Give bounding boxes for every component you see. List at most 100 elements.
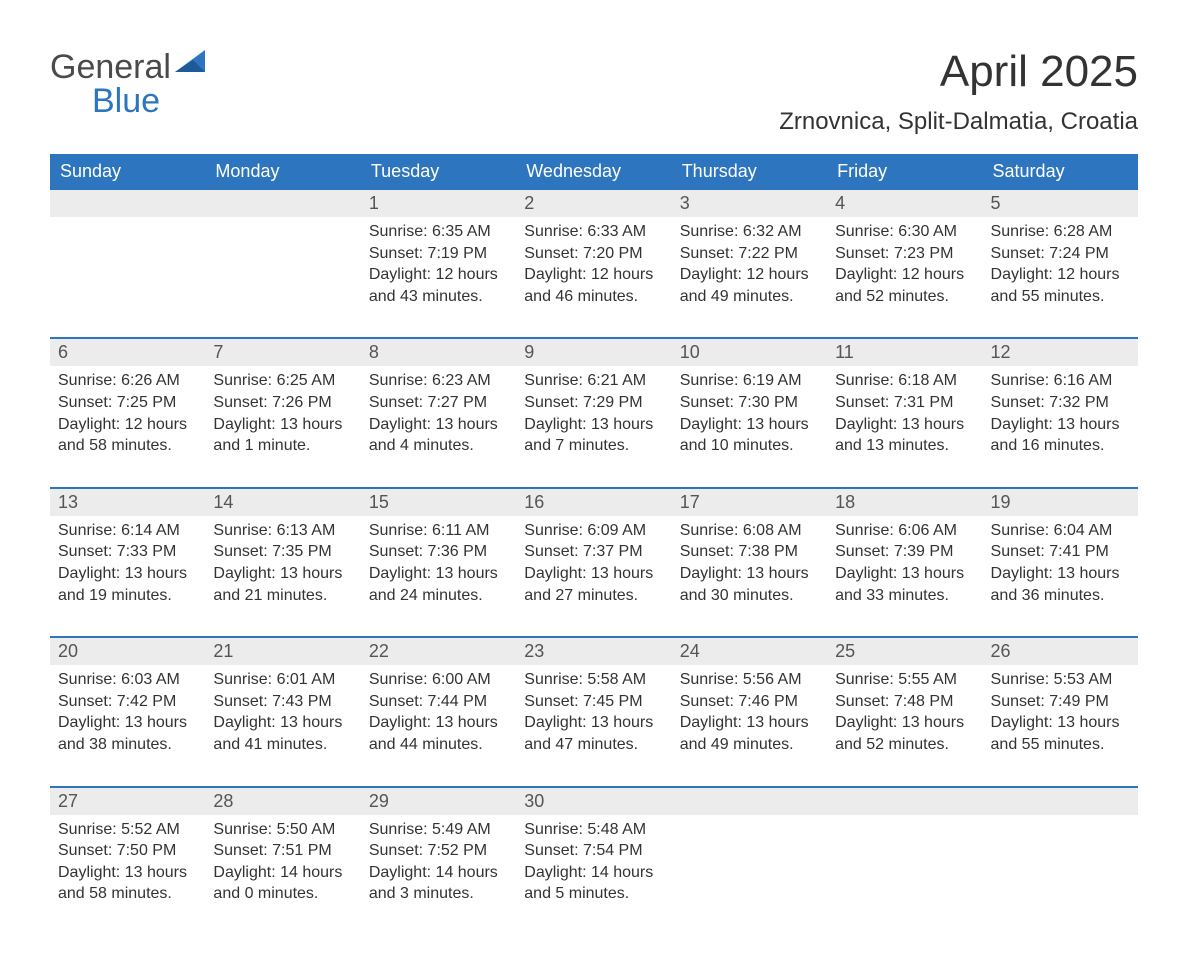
daylight-text: and 44 minutes. <box>369 734 508 756</box>
day-cell: Sunrise: 6:14 AMSunset: 7:33 PMDaylight:… <box>50 516 205 637</box>
day-cell: Sunrise: 6:13 AMSunset: 7:35 PMDaylight:… <box>205 516 360 637</box>
day-number: 13 <box>50 489 205 516</box>
sunset-text: Sunset: 7:23 PM <box>835 243 974 265</box>
daylight-text: and 10 minutes. <box>680 435 819 457</box>
daylight-text: Daylight: 13 hours <box>369 563 508 585</box>
calendar-document: General Blue April 2025 Zrnovnica, Split… <box>0 0 1188 975</box>
sunset-text: Sunset: 7:22 PM <box>680 243 819 265</box>
day-number-row: 6789101112 <box>50 339 1138 366</box>
daylight-text: and 49 minutes. <box>680 734 819 756</box>
day-number: 8 <box>361 339 516 366</box>
day-cell: Sunrise: 6:03 AMSunset: 7:42 PMDaylight:… <box>50 665 205 786</box>
daylight-text: and 49 minutes. <box>680 286 819 308</box>
day-cell-empty <box>672 815 827 935</box>
sunset-text: Sunset: 7:31 PM <box>835 392 974 414</box>
day-number-row: 13141516171819 <box>50 489 1138 516</box>
day-cell-empty <box>983 815 1138 935</box>
sunset-text: Sunset: 7:45 PM <box>524 691 663 713</box>
sunrise-text: Sunrise: 6:21 AM <box>524 370 663 392</box>
day-number: 15 <box>361 489 516 516</box>
daylight-text: Daylight: 13 hours <box>524 712 663 734</box>
sunrise-text: Sunrise: 6:06 AM <box>835 520 974 542</box>
day-cell: Sunrise: 5:53 AMSunset: 7:49 PMDaylight:… <box>983 665 1138 786</box>
day-content-row: Sunrise: 6:35 AMSunset: 7:19 PMDaylight:… <box>50 217 1138 338</box>
day-number-row: 27282930 <box>50 788 1138 815</box>
sunrise-text: Sunrise: 6:28 AM <box>991 221 1130 243</box>
sunset-text: Sunset: 7:48 PM <box>835 691 974 713</box>
daylight-text: Daylight: 12 hours <box>991 264 1130 286</box>
sunset-text: Sunset: 7:46 PM <box>680 691 819 713</box>
day-cell: Sunrise: 6:21 AMSunset: 7:29 PMDaylight:… <box>516 366 671 487</box>
day-cell: Sunrise: 5:52 AMSunset: 7:50 PMDaylight:… <box>50 815 205 935</box>
day-number: 30 <box>516 788 671 815</box>
daylight-text: Daylight: 13 hours <box>680 414 819 436</box>
day-cell: Sunrise: 5:58 AMSunset: 7:45 PMDaylight:… <box>516 665 671 786</box>
daylight-text: Daylight: 13 hours <box>680 712 819 734</box>
day-cell: Sunrise: 6:00 AMSunset: 7:44 PMDaylight:… <box>361 665 516 786</box>
header: General Blue April 2025 Zrnovnica, Split… <box>50 50 1138 136</box>
sunrise-text: Sunrise: 5:55 AM <box>835 669 974 691</box>
sunrise-text: Sunrise: 6:35 AM <box>369 221 508 243</box>
day-number: 20 <box>50 638 205 665</box>
day-number: 17 <box>672 489 827 516</box>
day-number: 11 <box>827 339 982 366</box>
day-cell: Sunrise: 6:08 AMSunset: 7:38 PMDaylight:… <box>672 516 827 637</box>
daylight-text: and 4 minutes. <box>369 435 508 457</box>
sunrise-text: Sunrise: 6:23 AM <box>369 370 508 392</box>
day-cell-empty <box>827 815 982 935</box>
day-cell-empty <box>50 217 205 338</box>
daylight-text: and 3 minutes. <box>369 883 508 905</box>
daylight-text: and 46 minutes. <box>524 286 663 308</box>
day-number: 7 <box>205 339 360 366</box>
daylight-text: and 52 minutes. <box>835 734 974 756</box>
daylight-text: and 19 minutes. <box>58 585 197 607</box>
sunset-text: Sunset: 7:52 PM <box>369 840 508 862</box>
daylight-text: Daylight: 13 hours <box>524 414 663 436</box>
daylight-text: Daylight: 13 hours <box>58 563 197 585</box>
sunrise-text: Sunrise: 5:58 AM <box>524 669 663 691</box>
daylight-text: and 0 minutes. <box>213 883 352 905</box>
day-number-empty <box>827 788 982 815</box>
daylight-text: and 7 minutes. <box>524 435 663 457</box>
daylight-text: Daylight: 13 hours <box>369 414 508 436</box>
sunset-text: Sunset: 7:25 PM <box>58 392 197 414</box>
day-number-empty <box>205 190 360 217</box>
daylight-text: and 38 minutes. <box>58 734 197 756</box>
daylight-text: Daylight: 13 hours <box>213 563 352 585</box>
day-cell: Sunrise: 6:25 AMSunset: 7:26 PMDaylight:… <box>205 366 360 487</box>
sunset-text: Sunset: 7:36 PM <box>369 541 508 563</box>
day-cell: Sunrise: 6:26 AMSunset: 7:25 PMDaylight:… <box>50 366 205 487</box>
location: Zrnovnica, Split-Dalmatia, Croatia <box>779 108 1138 136</box>
day-cell: Sunrise: 5:56 AMSunset: 7:46 PMDaylight:… <box>672 665 827 786</box>
day-number: 23 <box>516 638 671 665</box>
sunset-text: Sunset: 7:50 PM <box>58 840 197 862</box>
day-content-row: Sunrise: 6:14 AMSunset: 7:33 PMDaylight:… <box>50 516 1138 637</box>
day-cell: Sunrise: 6:28 AMSunset: 7:24 PMDaylight:… <box>983 217 1138 338</box>
sunrise-text: Sunrise: 6:13 AM <box>213 520 352 542</box>
day-number-empty <box>672 788 827 815</box>
weekday-header: Tuesday <box>361 154 516 190</box>
day-cell-empty <box>205 217 360 338</box>
day-cell: Sunrise: 6:32 AMSunset: 7:22 PMDaylight:… <box>672 217 827 338</box>
day-cell: Sunrise: 5:49 AMSunset: 7:52 PMDaylight:… <box>361 815 516 935</box>
sunrise-text: Sunrise: 5:50 AM <box>213 819 352 841</box>
day-cell: Sunrise: 6:04 AMSunset: 7:41 PMDaylight:… <box>983 516 1138 637</box>
daylight-text: Daylight: 13 hours <box>524 563 663 585</box>
sunrise-text: Sunrise: 6:30 AM <box>835 221 974 243</box>
sunset-text: Sunset: 7:35 PM <box>213 541 352 563</box>
sunrise-text: Sunrise: 6:08 AM <box>680 520 819 542</box>
weekday-header: Saturday <box>983 154 1138 190</box>
day-number: 9 <box>516 339 671 366</box>
sunset-text: Sunset: 7:44 PM <box>369 691 508 713</box>
daylight-text: Daylight: 13 hours <box>835 414 974 436</box>
daylight-text: and 55 minutes. <box>991 286 1130 308</box>
daylight-text: Daylight: 13 hours <box>58 712 197 734</box>
day-number: 16 <box>516 489 671 516</box>
brand-general: General <box>50 48 171 86</box>
sail-icon <box>175 50 205 77</box>
weekday-header: Sunday <box>50 154 205 190</box>
sunset-text: Sunset: 7:30 PM <box>680 392 819 414</box>
sunset-text: Sunset: 7:39 PM <box>835 541 974 563</box>
sunset-text: Sunset: 7:37 PM <box>524 541 663 563</box>
daylight-text: and 52 minutes. <box>835 286 974 308</box>
